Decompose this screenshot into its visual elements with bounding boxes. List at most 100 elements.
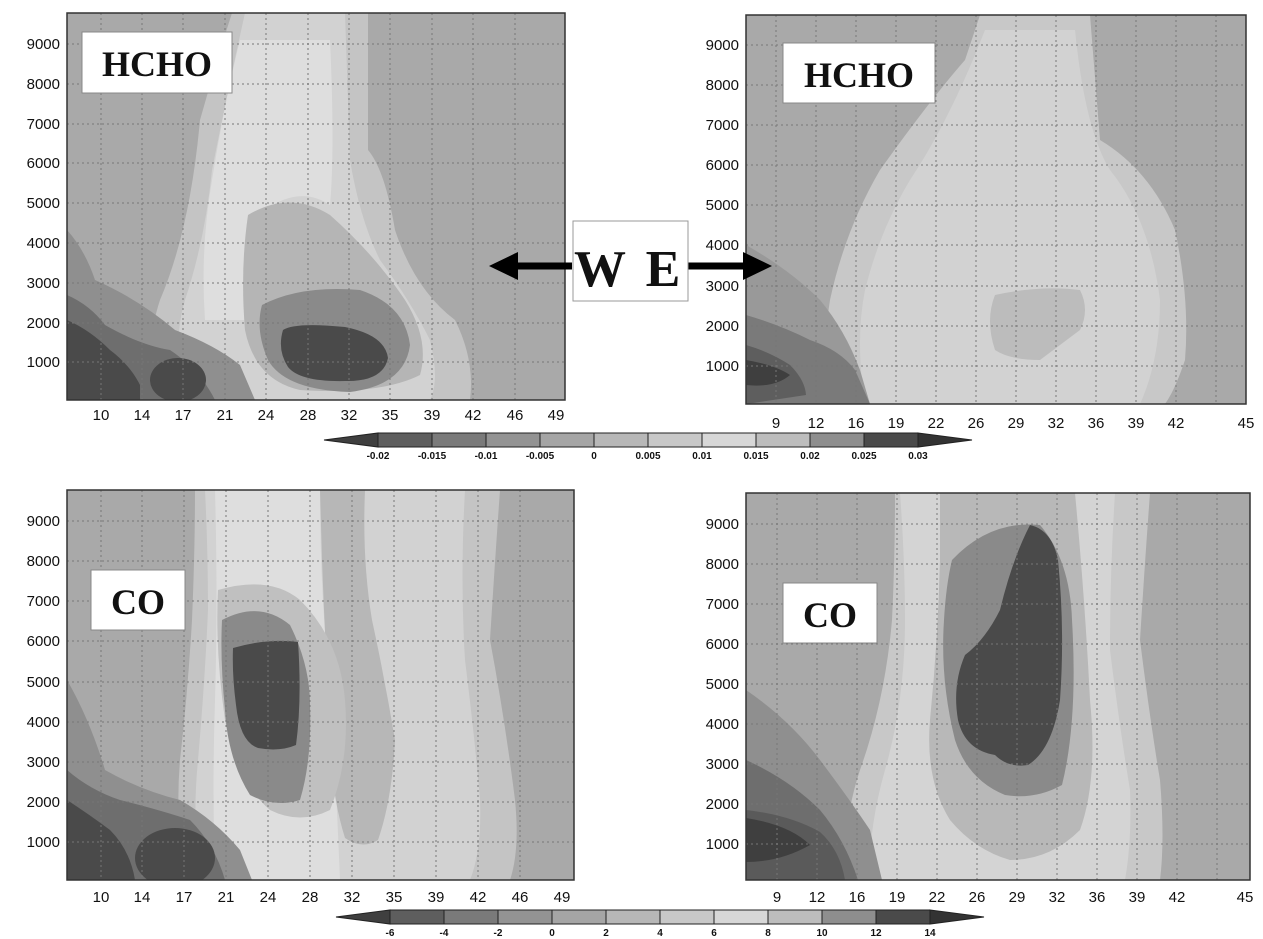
x-tick-label: 17 bbox=[175, 407, 192, 424]
y-tick-label: 7000 bbox=[27, 593, 60, 610]
x-tick-label: 45 bbox=[1237, 889, 1254, 906]
grid-co-east bbox=[746, 493, 1250, 880]
species-label: CO bbox=[803, 595, 857, 635]
x-tick-label: 29 bbox=[1009, 889, 1026, 906]
x-tick-label: 10 bbox=[93, 407, 110, 424]
direction-indicator: W E bbox=[489, 220, 772, 302]
colorbar-end-triangle bbox=[323, 432, 379, 448]
y-tick-label: 6000 bbox=[27, 155, 60, 172]
y-tick-labels: 1000 2000 3000 4000 5000 6000 7000 8000 … bbox=[27, 36, 60, 371]
direction-label-box bbox=[572, 220, 689, 302]
colorbar-end-triangle bbox=[929, 909, 985, 925]
x-tick-label: 42 bbox=[470, 889, 487, 906]
x-tick-label: 42 bbox=[1169, 889, 1186, 906]
y-tick-label: 7000 bbox=[27, 116, 60, 133]
x-tick-label: 42 bbox=[465, 407, 482, 424]
x-tick-label: 14 bbox=[134, 407, 151, 424]
grid-co-west bbox=[67, 490, 574, 880]
contour-field-hcho-east bbox=[746, 15, 1246, 404]
y-tick-labels: 1000 2000 3000 4000 5000 6000 7000 8000 … bbox=[706, 516, 739, 853]
y-tick-label: 8000 bbox=[27, 553, 60, 570]
x-tick-labels: 9 12 16 19 22 26 29 32 36 39 42 45 bbox=[772, 415, 1255, 432]
x-tick-label: 36 bbox=[1089, 889, 1106, 906]
panel-co-west: CO 1000 2000 3000 4000 5000 6000 7000 80… bbox=[27, 489, 575, 906]
colorbar-tick-label: -0.01 bbox=[475, 451, 498, 462]
colorbar-tick-label: 12 bbox=[870, 928, 882, 939]
grid-hcho-east bbox=[746, 15, 1246, 404]
colorbar-tick-label: 0.01 bbox=[692, 451, 712, 462]
y-tick-label: 2000 bbox=[27, 794, 60, 811]
y-tick-label: 9000 bbox=[706, 516, 739, 533]
x-tick-label: 12 bbox=[808, 415, 825, 432]
y-tick-label: 8000 bbox=[706, 556, 739, 573]
x-tick-label: 24 bbox=[260, 889, 277, 906]
contour-field-co-east bbox=[746, 493, 1250, 880]
colorbar-tick-label: -6 bbox=[386, 928, 395, 939]
colorbar-swatch bbox=[485, 432, 541, 448]
x-tick-label: 32 bbox=[341, 407, 358, 424]
y-tick-label: 6000 bbox=[706, 157, 739, 174]
colorbar-tick-label: -0.02 bbox=[367, 451, 390, 462]
x-tick-label: 9 bbox=[772, 415, 780, 432]
y-tick-label: 1000 bbox=[706, 836, 739, 853]
x-tick-label: 22 bbox=[929, 889, 946, 906]
colorbar-swatch bbox=[875, 909, 931, 925]
x-tick-labels: 9 12 16 19 22 26 29 32 36 39 42 45 bbox=[773, 889, 1254, 906]
y-tick-label: 7000 bbox=[706, 596, 739, 613]
x-tick-label: 17 bbox=[176, 889, 193, 906]
x-tick-label: 32 bbox=[1049, 889, 1066, 906]
species-label-box: CO bbox=[782, 582, 878, 644]
y-tick-label: 9000 bbox=[27, 513, 60, 530]
y-tick-label: 2000 bbox=[706, 318, 739, 335]
x-tick-label: 12 bbox=[809, 889, 826, 906]
colorbar-tick-label: 0.015 bbox=[743, 451, 768, 462]
colorbar-swatch bbox=[809, 432, 865, 448]
x-tick-label: 46 bbox=[507, 407, 524, 424]
species-label-box: HCHO bbox=[782, 42, 936, 104]
colorbar-tick-label: 8 bbox=[765, 928, 771, 939]
x-tick-label: 42 bbox=[1168, 415, 1185, 432]
east-label: E bbox=[646, 241, 681, 298]
colorbar-tick-label: 0.03 bbox=[908, 451, 928, 462]
y-tick-label: 1000 bbox=[27, 354, 60, 371]
colorbar-tick-label: 0.025 bbox=[851, 451, 876, 462]
colorbar-tick-label: 0.005 bbox=[635, 451, 660, 462]
plot-frame bbox=[66, 12, 566, 401]
y-tick-label: 1000 bbox=[27, 834, 60, 851]
y-tick-label: 5000 bbox=[706, 676, 739, 693]
y-tick-label: 1000 bbox=[706, 358, 739, 375]
colorbar-tick-label: -4 bbox=[440, 928, 449, 939]
grid-hcho-west bbox=[67, 13, 565, 400]
x-tick-label: 14 bbox=[134, 889, 151, 906]
y-tick-label: 4000 bbox=[706, 237, 739, 254]
colorbar-swatch bbox=[821, 909, 877, 925]
colorbar-swatch bbox=[755, 432, 811, 448]
colorbar-tick-label: 2 bbox=[603, 928, 609, 939]
y-tick-label: 3000 bbox=[27, 754, 60, 771]
colorbar-swatch bbox=[767, 909, 823, 925]
x-tick-label: 36 bbox=[1088, 415, 1105, 432]
x-tick-label: 28 bbox=[300, 407, 317, 424]
contour-field-co-west bbox=[67, 490, 574, 880]
colorbar-tick-label: 6 bbox=[711, 928, 717, 939]
contour-field-hcho-west bbox=[67, 13, 565, 400]
y-tick-label: 3000 bbox=[706, 278, 739, 295]
colorbar-swatch bbox=[713, 909, 769, 925]
y-tick-label: 4000 bbox=[27, 235, 60, 252]
x-tick-label: 32 bbox=[1048, 415, 1065, 432]
species-label-box: CO bbox=[90, 569, 186, 631]
colorbar-swatch bbox=[443, 909, 499, 925]
x-tick-label: 10 bbox=[93, 889, 110, 906]
west-label: W bbox=[574, 241, 626, 298]
x-tick-labels: 10 14 17 21 24 28 32 35 39 42 46 49 bbox=[93, 407, 565, 424]
x-tick-label: 35 bbox=[382, 407, 399, 424]
y-tick-label: 4000 bbox=[706, 716, 739, 733]
colorbar-tick-label: 4 bbox=[657, 928, 663, 939]
colorbar-swatch bbox=[701, 432, 757, 448]
x-tick-label: 28 bbox=[302, 889, 319, 906]
colorbar-tick-label: 14 bbox=[924, 928, 936, 939]
y-tick-label: 8000 bbox=[27, 76, 60, 93]
x-tick-label: 19 bbox=[889, 889, 906, 906]
x-tick-label: 26 bbox=[968, 415, 985, 432]
colorbar-tick-labels: -6 -4 -2 0 2 4 6 8 10 12 14 bbox=[386, 928, 936, 939]
